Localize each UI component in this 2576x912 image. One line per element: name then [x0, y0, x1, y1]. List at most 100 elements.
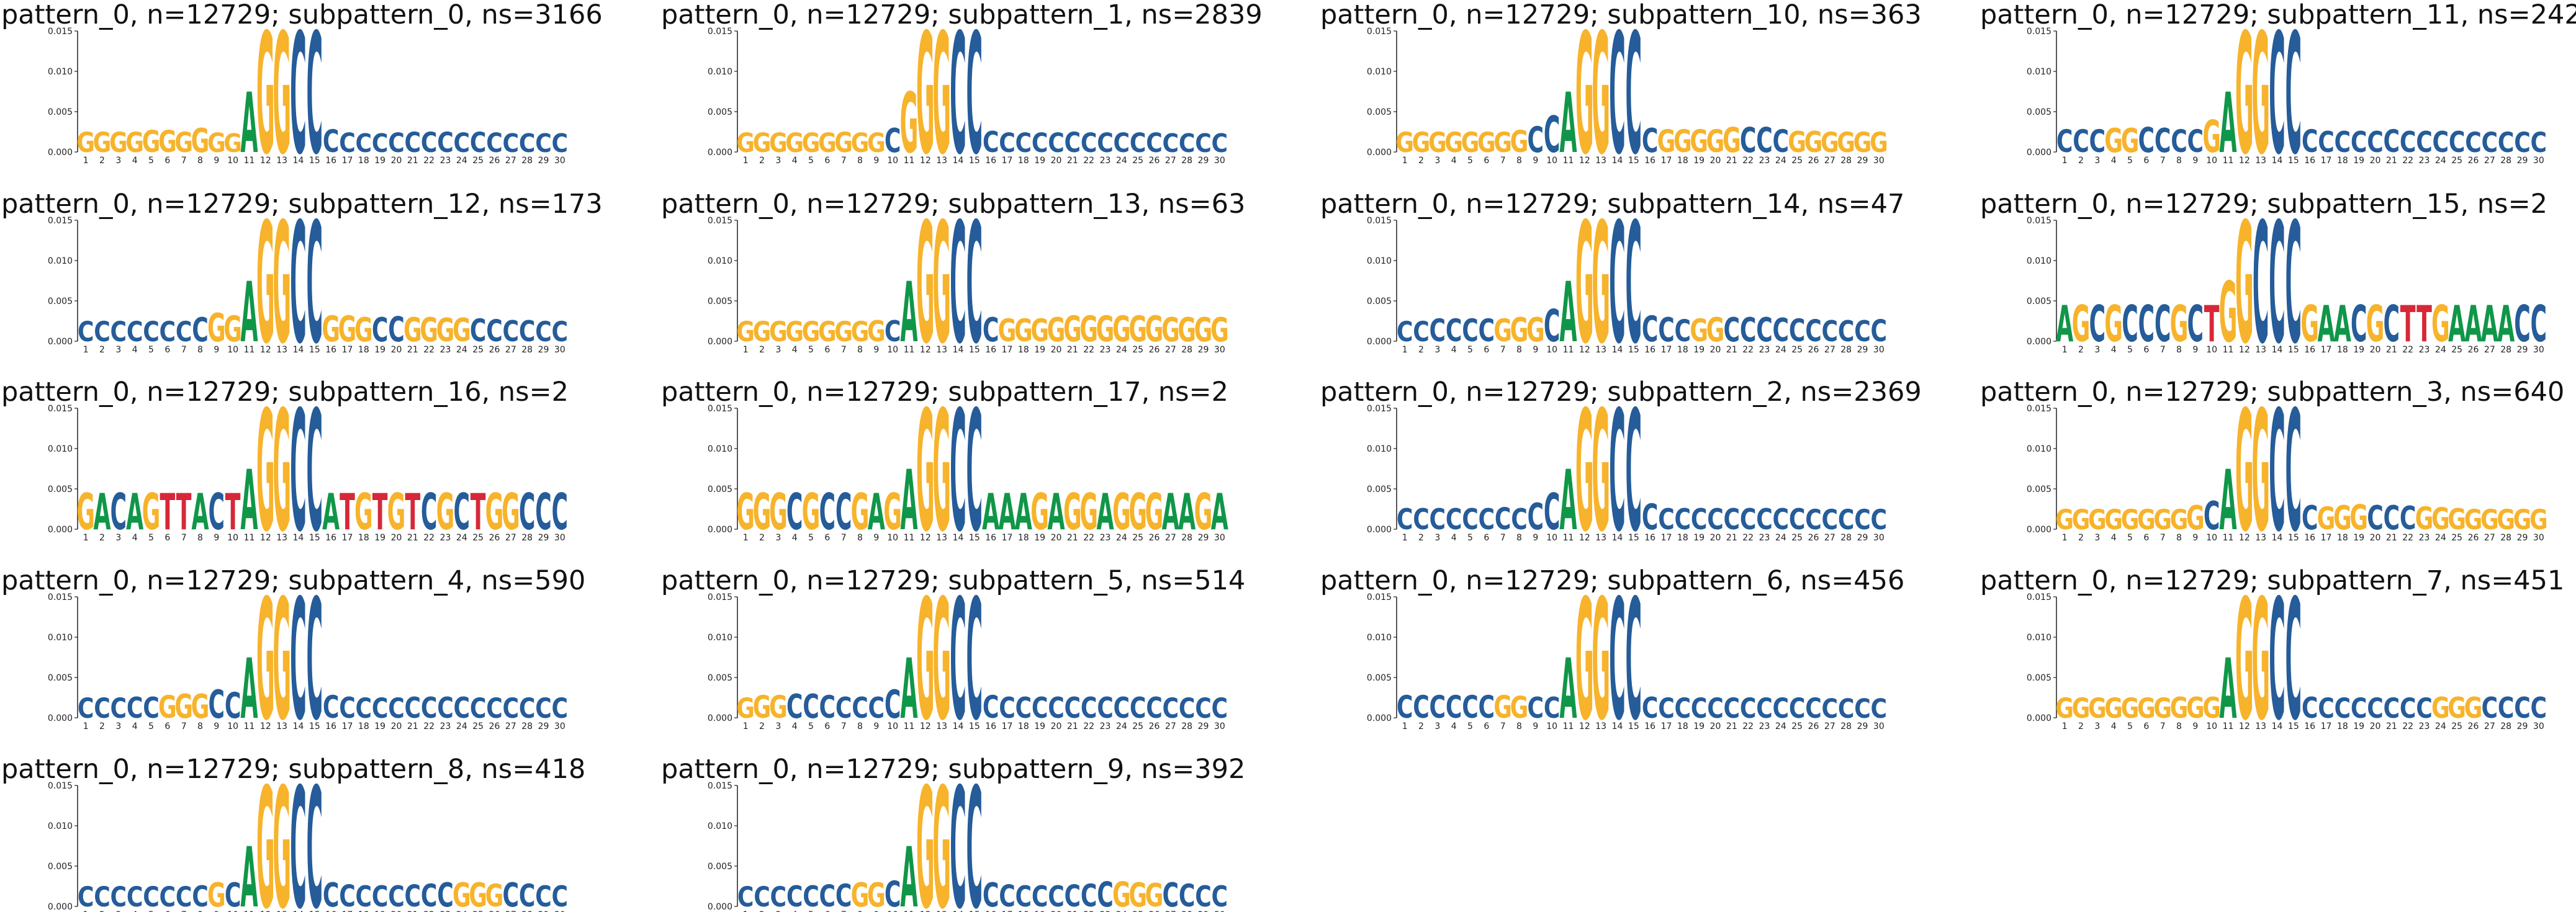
- svg-text:G: G: [2431, 295, 2450, 353]
- x-tick-label: 24: [1775, 533, 1786, 543]
- logo-letter: G: [900, 76, 919, 172]
- svg-text:G: G: [1690, 313, 1708, 349]
- logo-letter: G: [2170, 691, 2189, 725]
- logo-letter: C: [2400, 125, 2416, 159]
- logo-letter: C: [2138, 121, 2155, 161]
- x-tick-label: 28: [1840, 156, 1852, 166]
- logo-letter: C: [1740, 311, 1757, 349]
- logo-letter: G: [2431, 502, 2450, 537]
- x-tick-label: 16: [325, 345, 336, 355]
- x-tick-label: 8: [197, 345, 203, 355]
- logo-letter: G: [191, 687, 210, 726]
- x-tick-label: 19: [1034, 345, 1045, 355]
- svg-text:G: G: [272, 375, 291, 568]
- y-tick-label: 0.000: [708, 525, 732, 535]
- y-tick-label: 0.005: [1367, 107, 1392, 117]
- svg-text:C: C: [950, 187, 966, 380]
- svg-text:C: C: [1032, 880, 1048, 912]
- logo-letter: A: [1047, 483, 1065, 541]
- svg-text:G: G: [174, 687, 193, 726]
- svg-text:G: G: [1112, 310, 1131, 351]
- x-tick-label: 22: [1742, 345, 1754, 355]
- x-tick-label: 18: [1018, 910, 1029, 912]
- svg-text:G: G: [1461, 126, 1480, 159]
- svg-text:G: G: [2464, 691, 2483, 725]
- logo-letter: C: [1130, 691, 1146, 725]
- svg-text:C: C: [454, 483, 471, 541]
- x-tick-label: 16: [2304, 533, 2315, 543]
- logo-letter: G: [174, 687, 193, 726]
- y-tick-label: 0.005: [48, 297, 73, 306]
- x-tick-label: 17: [342, 722, 353, 731]
- svg-text:C: C: [1822, 503, 1839, 536]
- svg-text:C: C: [770, 880, 787, 912]
- svg-text:G: G: [2121, 122, 2140, 160]
- logo-letter: C: [1097, 128, 1114, 159]
- logo-letter: C: [1016, 691, 1032, 725]
- x-tick-label: 27: [1165, 345, 1176, 355]
- x-tick-label: 8: [857, 910, 863, 912]
- x-tick-label: 2: [99, 910, 105, 912]
- x-tick-label: 6: [164, 533, 170, 543]
- x-tick-label: 6: [2143, 345, 2149, 355]
- svg-text:G: G: [256, 0, 275, 191]
- y-tick-label: 0.005: [2027, 107, 2051, 117]
- logo-panel: pattern_0, n=12729; subpattern_17, ns=20…: [661, 375, 1228, 568]
- svg-text:G: G: [1079, 310, 1098, 351]
- logo-letter: G: [818, 315, 837, 348]
- x-tick-label: 26: [1808, 345, 1819, 355]
- x-tick-label: 3: [115, 910, 121, 912]
- svg-text:C: C: [110, 483, 127, 541]
- svg-text:C: C: [2286, 0, 2302, 191]
- x-tick-label: 4: [792, 722, 798, 731]
- logo-letter: G: [453, 876, 471, 912]
- logo-letter: C: [2187, 124, 2204, 159]
- svg-text:C: C: [1212, 692, 1228, 725]
- x-tick-label: 9: [2192, 156, 2198, 166]
- x-tick-label: 12: [920, 156, 931, 166]
- logo-letter: C: [999, 879, 1016, 912]
- x-tick-label: 8: [2176, 722, 2182, 731]
- svg-text:C: C: [192, 311, 209, 349]
- x-tick-label: 10: [1546, 533, 1557, 543]
- logo-letter: C: [143, 691, 160, 725]
- svg-text:C: C: [2138, 121, 2155, 161]
- x-tick-label: 23: [1100, 345, 1111, 355]
- logo-letter: C: [1065, 691, 1081, 725]
- svg-text:C: C: [1740, 121, 1757, 161]
- x-tick-label: 6: [1484, 345, 1489, 355]
- svg-text:C: C: [1642, 498, 1659, 539]
- svg-text:G: G: [2300, 295, 2319, 353]
- svg-text:C: C: [421, 126, 438, 159]
- svg-text:C: C: [835, 483, 852, 541]
- x-tick-label: 4: [132, 156, 138, 166]
- svg-text:A: A: [1047, 483, 1065, 541]
- logo-letter: C: [1179, 692, 1196, 725]
- svg-text:G: G: [158, 690, 177, 725]
- x-tick-label: 26: [489, 345, 500, 355]
- logo-letter: G: [469, 876, 487, 912]
- logo-letter: A: [1559, 642, 1577, 738]
- logo-letter: C: [94, 315, 110, 348]
- x-tick-label: 13: [1595, 722, 1606, 731]
- x-tick-label: 1: [1402, 156, 1408, 166]
- x-tick-label: 19: [374, 345, 385, 355]
- logo-letter: C: [2155, 295, 2171, 353]
- svg-text:C: C: [2073, 124, 2089, 159]
- logo-letter: C: [405, 879, 421, 912]
- svg-text:G: G: [256, 564, 275, 757]
- svg-text:C: C: [835, 878, 852, 912]
- logo-letter: G: [142, 125, 161, 159]
- svg-text:C: C: [535, 315, 552, 348]
- logo-letter: C: [1642, 498, 1659, 539]
- logo-letter: G: [1592, 564, 1610, 757]
- svg-text:C: C: [2253, 187, 2269, 380]
- logo-letter: G: [932, 187, 951, 380]
- x-tick-label: 10: [887, 910, 898, 912]
- svg-text:G: G: [2072, 503, 2091, 536]
- x-tick-label: 11: [1563, 722, 1574, 731]
- x-tick-label: 12: [920, 345, 931, 355]
- svg-text:G: G: [1870, 126, 1888, 159]
- logo-letter: C: [803, 880, 819, 912]
